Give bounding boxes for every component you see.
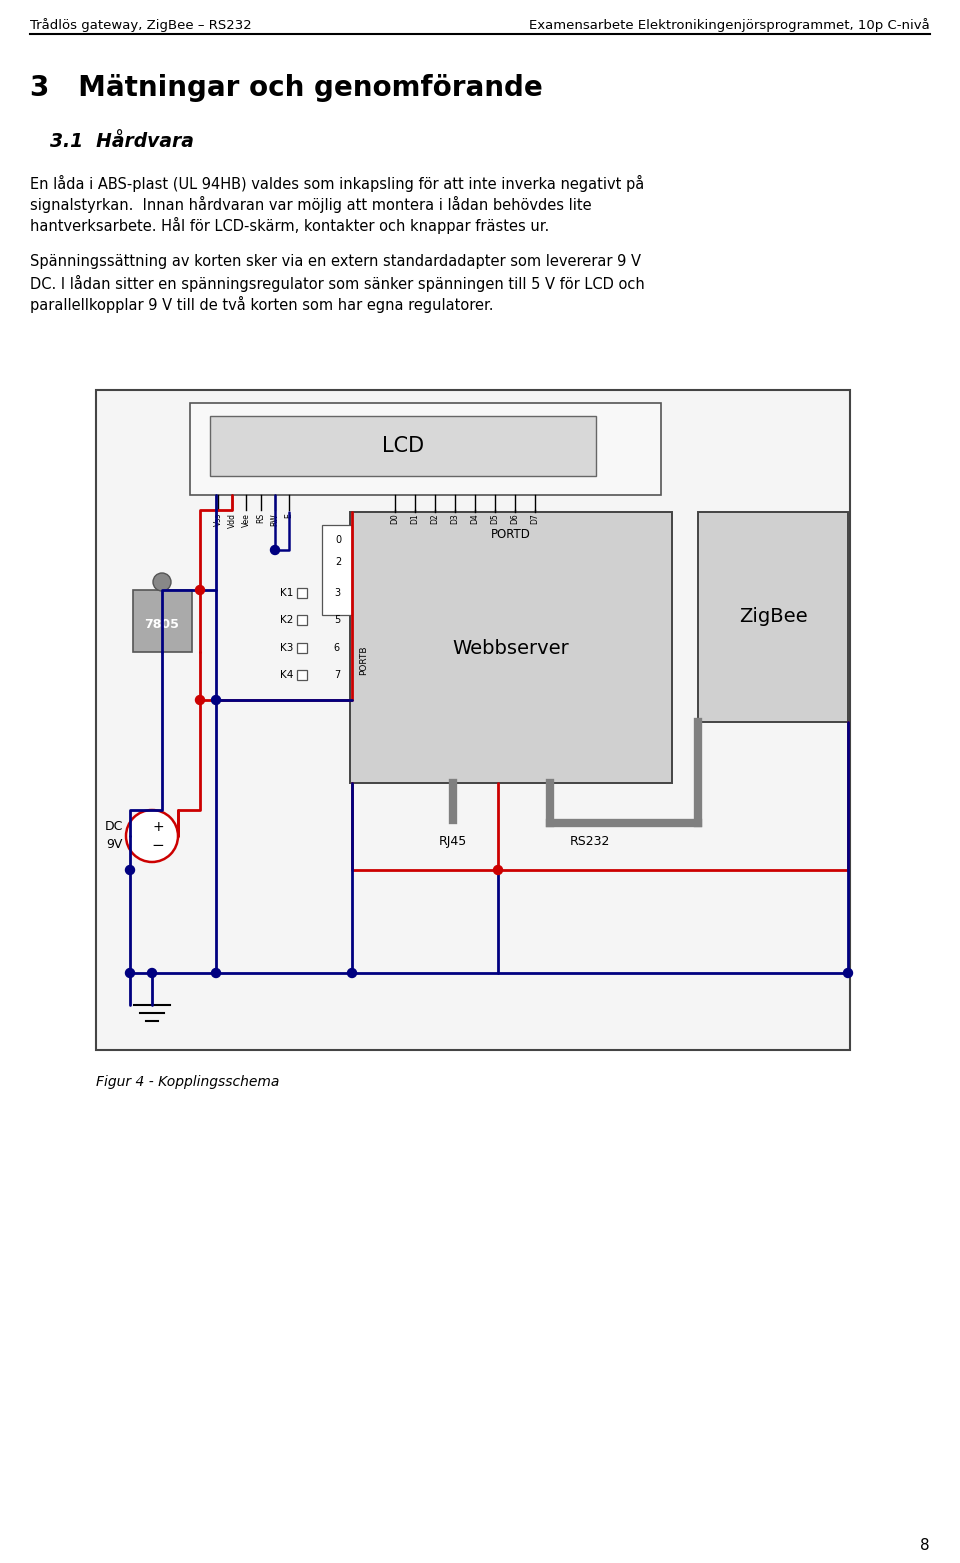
Text: Vss: Vss xyxy=(213,513,223,527)
Text: DC: DC xyxy=(105,821,123,833)
Text: signalstyrkan.  Innan hårdvaran var möjlig att montera i lådan behövdes lite: signalstyrkan. Innan hårdvaran var möjli… xyxy=(30,195,591,213)
Text: hantverksarbete. Hål för LCD-skärm, kontakter och knappar frästes ur.: hantverksarbete. Hål för LCD-skärm, kont… xyxy=(30,217,549,234)
Text: 0: 0 xyxy=(335,535,341,545)
Circle shape xyxy=(148,969,156,977)
Text: 3.1  Hårdvara: 3.1 Hårdvara xyxy=(50,131,194,152)
Text: Examensarbete Elektronikingenjörsprogrammet, 10p C-nivå: Examensarbete Elektronikingenjörsprogram… xyxy=(529,19,930,31)
Text: D3: D3 xyxy=(450,513,460,524)
Bar xyxy=(350,513,672,783)
Text: Webbserver: Webbserver xyxy=(452,639,569,658)
Text: En låda i ABS-plast (UL 94HB) valdes som inkapsling för att inte inverka negativ: En låda i ABS-plast (UL 94HB) valdes som… xyxy=(30,175,644,192)
Text: D4: D4 xyxy=(470,513,479,524)
Text: 3   Mätningar och genomförande: 3 Mätningar och genomförande xyxy=(30,73,542,102)
Text: Trådlös gateway, ZigBee – RS232: Trådlös gateway, ZigBee – RS232 xyxy=(30,19,252,31)
Text: parallellkopplar 9 V till de två korten som har egna regulatorer.: parallellkopplar 9 V till de två korten … xyxy=(30,295,493,313)
Text: RS: RS xyxy=(256,513,266,524)
Text: Spänningssättning av korten sker via en extern standardadapter som levererar 9 V: Spänningssättning av korten sker via en … xyxy=(30,255,641,269)
Bar xyxy=(133,589,192,652)
Bar xyxy=(210,416,596,477)
Text: D7: D7 xyxy=(531,513,540,524)
Bar xyxy=(322,525,352,614)
Text: D1: D1 xyxy=(411,513,420,524)
Text: D0: D0 xyxy=(391,513,399,524)
Circle shape xyxy=(271,545,279,555)
Text: 8: 8 xyxy=(921,1538,930,1554)
Text: ZigBee: ZigBee xyxy=(738,608,807,627)
Text: K2: K2 xyxy=(279,614,293,625)
Text: 6: 6 xyxy=(334,642,340,653)
Text: K4: K4 xyxy=(279,671,293,680)
Circle shape xyxy=(493,866,502,875)
Text: K3: K3 xyxy=(279,642,293,653)
Bar xyxy=(297,671,307,680)
Text: Vdd: Vdd xyxy=(228,513,236,528)
Circle shape xyxy=(196,586,204,594)
Text: PORTD: PORTD xyxy=(492,528,531,541)
Circle shape xyxy=(211,696,221,705)
Bar xyxy=(297,588,307,599)
Bar xyxy=(297,614,307,625)
Text: RS232: RS232 xyxy=(570,835,611,849)
Text: Vee: Vee xyxy=(242,513,251,527)
Text: K1: K1 xyxy=(279,588,293,599)
Text: −: − xyxy=(152,838,164,852)
Bar xyxy=(96,391,850,1050)
Text: DC. I lådan sitter en spänningsregulator som sänker spänningen till 5 V för LCD : DC. I lådan sitter en spänningsregulator… xyxy=(30,275,645,292)
Text: 7: 7 xyxy=(334,671,340,680)
Text: D2: D2 xyxy=(430,513,440,524)
Text: D6: D6 xyxy=(511,513,519,524)
Text: 2: 2 xyxy=(335,556,341,567)
Circle shape xyxy=(196,696,204,705)
Text: 7805: 7805 xyxy=(145,617,180,630)
Text: E: E xyxy=(284,513,294,517)
Circle shape xyxy=(126,810,178,863)
Circle shape xyxy=(153,574,171,591)
Bar xyxy=(698,513,848,722)
Text: Figur 4 - Kopplingsschema: Figur 4 - Kopplingsschema xyxy=(96,1075,279,1089)
Bar xyxy=(190,403,661,495)
Text: 9V: 9V xyxy=(106,838,122,852)
Text: PORTB: PORTB xyxy=(359,646,369,675)
Text: RW: RW xyxy=(271,513,279,525)
Text: RJ45: RJ45 xyxy=(439,835,468,849)
Circle shape xyxy=(211,969,221,977)
Text: 5: 5 xyxy=(334,614,340,625)
Text: 3: 3 xyxy=(334,588,340,599)
Circle shape xyxy=(844,969,852,977)
Circle shape xyxy=(348,969,356,977)
Bar xyxy=(297,642,307,653)
Text: +: + xyxy=(153,821,164,835)
Text: D5: D5 xyxy=(491,513,499,524)
Circle shape xyxy=(126,969,134,977)
Circle shape xyxy=(126,866,134,875)
Text: LCD: LCD xyxy=(382,436,424,456)
